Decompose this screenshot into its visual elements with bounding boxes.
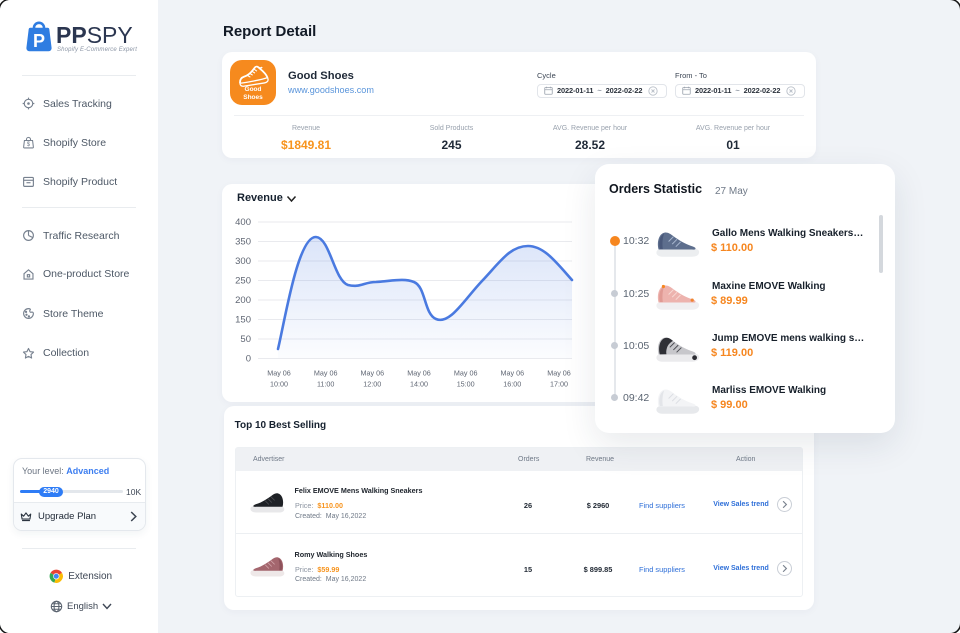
svg-text:300: 300 [235,256,251,267]
svg-text:11:00: 11:00 [317,380,334,389]
svg-text:May 06: May 06 [314,369,338,378]
svg-text:12:00: 12:00 [363,380,381,389]
svg-text:10:00: 10:00 [270,380,288,389]
svg-text:14:00: 14:00 [410,380,428,389]
svg-text:400: 400 [235,217,251,228]
svg-text:150: 150 [235,315,251,326]
svg-text:May 06: May 06 [547,369,571,378]
svg-text:350: 350 [235,237,251,248]
svg-text:May 06: May 06 [361,369,385,378]
svg-text:250: 250 [235,276,251,287]
svg-text:17:00: 17:00 [550,380,568,389]
svg-text:0: 0 [246,354,251,365]
svg-text:16:00: 16:00 [503,380,521,389]
svg-text:P: P [33,31,45,51]
svg-text:200: 200 [235,295,251,306]
svg-text:15:00: 15:00 [457,380,475,389]
svg-text:May 06: May 06 [267,369,291,378]
svg-text:May 06: May 06 [407,369,431,378]
svg-text:May 06: May 06 [454,369,478,378]
svg-text:50: 50 [240,334,251,345]
svg-text:May 06: May 06 [501,369,525,378]
svg-text:$: $ [27,141,31,148]
